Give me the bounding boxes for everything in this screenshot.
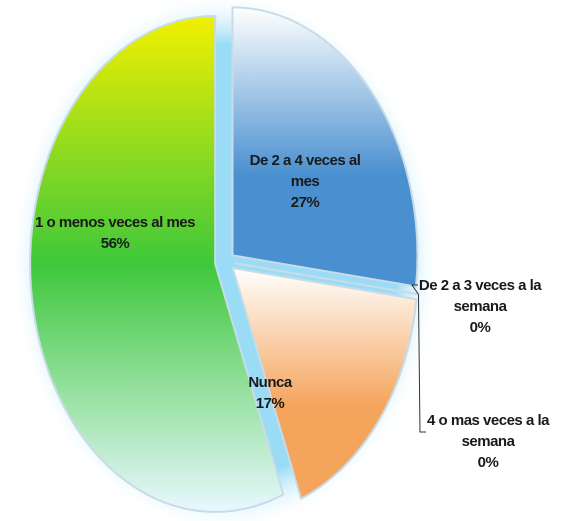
slice-label: 4 o mas veces a la semana bbox=[427, 412, 549, 450]
slice-value: 27% bbox=[290, 194, 320, 211]
pie-slice bbox=[29, 14, 285, 513]
leader-line bbox=[417, 294, 426, 433]
slice-label: De 2 a 3 veces a la semana bbox=[418, 277, 542, 315]
slice-value: 0% bbox=[469, 319, 491, 336]
slice-label: De 2 a 4 veces al mes bbox=[249, 152, 361, 190]
pie-slice bbox=[231, 266, 418, 501]
pie-slice bbox=[231, 6, 419, 288]
slice-value: 17% bbox=[255, 395, 285, 412]
slice-value: 56% bbox=[100, 235, 130, 252]
slice-value: 0% bbox=[477, 454, 499, 471]
leader-line bbox=[411, 284, 419, 295]
slice-label: 1 o menos veces al mes bbox=[35, 214, 195, 231]
slice-label: Nunca bbox=[248, 374, 292, 391]
